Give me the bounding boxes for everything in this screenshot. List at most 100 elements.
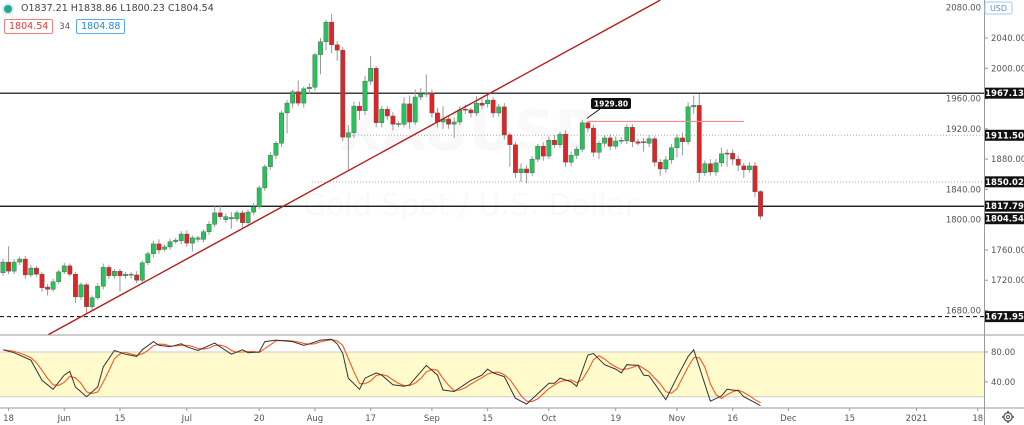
candle	[524, 165, 529, 184]
candle	[379, 106, 385, 128]
candle-body-down	[607, 137, 613, 147]
candle-body-down	[707, 163, 713, 173]
candle-body-up	[674, 137, 680, 148]
sell-button[interactable]: 1804.54	[4, 19, 54, 34]
candle-body-up	[618, 139, 624, 142]
candle-body-down	[240, 212, 245, 223]
candle-body-down	[552, 139, 557, 145]
candle	[741, 162, 747, 179]
time-tick-label: Sep	[424, 414, 440, 424]
candle	[17, 256, 23, 266]
gear-icon[interactable]	[1002, 411, 1014, 423]
level-price-label: 1850.02	[985, 178, 1024, 188]
trendline	[47, 0, 661, 336]
time-tick-label: 15	[844, 414, 855, 424]
candle	[624, 124, 630, 144]
candle-body-up	[0, 261, 6, 273]
time-tick-label: 2021	[906, 414, 928, 424]
candle	[128, 271, 134, 279]
price-tick-label: 1920.00	[946, 125, 981, 135]
candle	[468, 107, 474, 118]
candle-body-down	[585, 122, 591, 129]
candle-body-up	[746, 165, 752, 170]
candle-body-down	[340, 49, 346, 138]
candle	[657, 159, 663, 176]
candle-body-down	[501, 106, 507, 136]
candle-body-up	[145, 253, 151, 264]
currency-badge[interactable]	[984, 1, 1013, 15]
candle-body-down	[724, 152, 730, 155]
candle-body-up	[234, 212, 240, 220]
last-price-label: 1804.54	[985, 215, 1024, 225]
candle	[178, 231, 184, 244]
candle-body-down	[657, 161, 663, 170]
candle	[329, 13, 335, 54]
candle	[585, 121, 591, 132]
candle	[563, 130, 568, 167]
oscillator-k-line	[2, 338, 761, 407]
candle-body-up	[345, 132, 351, 138]
oscillator-pane: 80.00 40.00	[0, 338, 1015, 407]
candle	[223, 213, 229, 223]
candle-body-down	[217, 212, 223, 217]
candle	[641, 137, 646, 152]
candle-body-up	[78, 284, 84, 298]
candle-body-up	[189, 237, 195, 244]
candle	[540, 142, 546, 161]
candle	[28, 265, 34, 278]
candle	[546, 136, 552, 160]
candle	[618, 137, 624, 144]
candle-body-up	[535, 146, 541, 160]
candle-body-up	[111, 270, 117, 276]
candle	[11, 259, 17, 275]
candle	[279, 110, 284, 148]
candle	[306, 83, 312, 95]
candle	[702, 160, 708, 176]
candle-body-up	[613, 140, 619, 147]
candle-body-down	[373, 68, 379, 123]
candle-body-up	[228, 217, 234, 220]
price-tick-label: 1840.00	[946, 185, 981, 195]
candle	[652, 136, 658, 167]
candle	[401, 97, 407, 128]
candle-body-up	[496, 106, 502, 114]
candle	[602, 134, 607, 148]
time-tick-label: 18	[972, 414, 983, 424]
time-tick-label: 17	[365, 414, 376, 424]
time-tick-label: 16	[727, 414, 738, 424]
level-price-label-bg	[985, 200, 1024, 212]
candle-body-up	[574, 149, 580, 156]
candle-body-up	[301, 88, 307, 104]
candle	[535, 143, 541, 163]
price-tick-label: 1720.00	[991, 276, 1024, 286]
candle	[240, 210, 245, 228]
candle	[557, 131, 563, 148]
candle-body-up	[61, 265, 67, 273]
candle-body-up	[719, 153, 724, 164]
candle	[67, 263, 73, 277]
candle-body-up	[162, 246, 167, 250]
buy-button[interactable]: 1804.88	[76, 19, 126, 34]
candle-body-down	[680, 137, 685, 142]
candle-body-up	[451, 121, 457, 125]
candle	[284, 100, 290, 134]
candle-body-down	[540, 146, 546, 157]
candle-body-down	[735, 158, 741, 166]
candle-body-up	[474, 102, 479, 114]
candle-body-up	[173, 239, 179, 242]
candle-body-up	[396, 123, 401, 125]
candle	[707, 159, 713, 176]
osc-tick-label: 40.00	[991, 378, 1015, 388]
candle-body-down	[117, 270, 123, 276]
candle	[357, 101, 362, 120]
candle-body-up	[368, 68, 374, 82]
candle	[45, 284, 50, 296]
candle	[73, 271, 78, 303]
candle	[685, 102, 691, 145]
candle	[635, 138, 641, 146]
candle-body-down	[334, 44, 340, 51]
level-price-label: 1911.50	[985, 131, 1024, 141]
candle-body-up	[401, 103, 407, 125]
candle-body-up	[624, 127, 630, 142]
